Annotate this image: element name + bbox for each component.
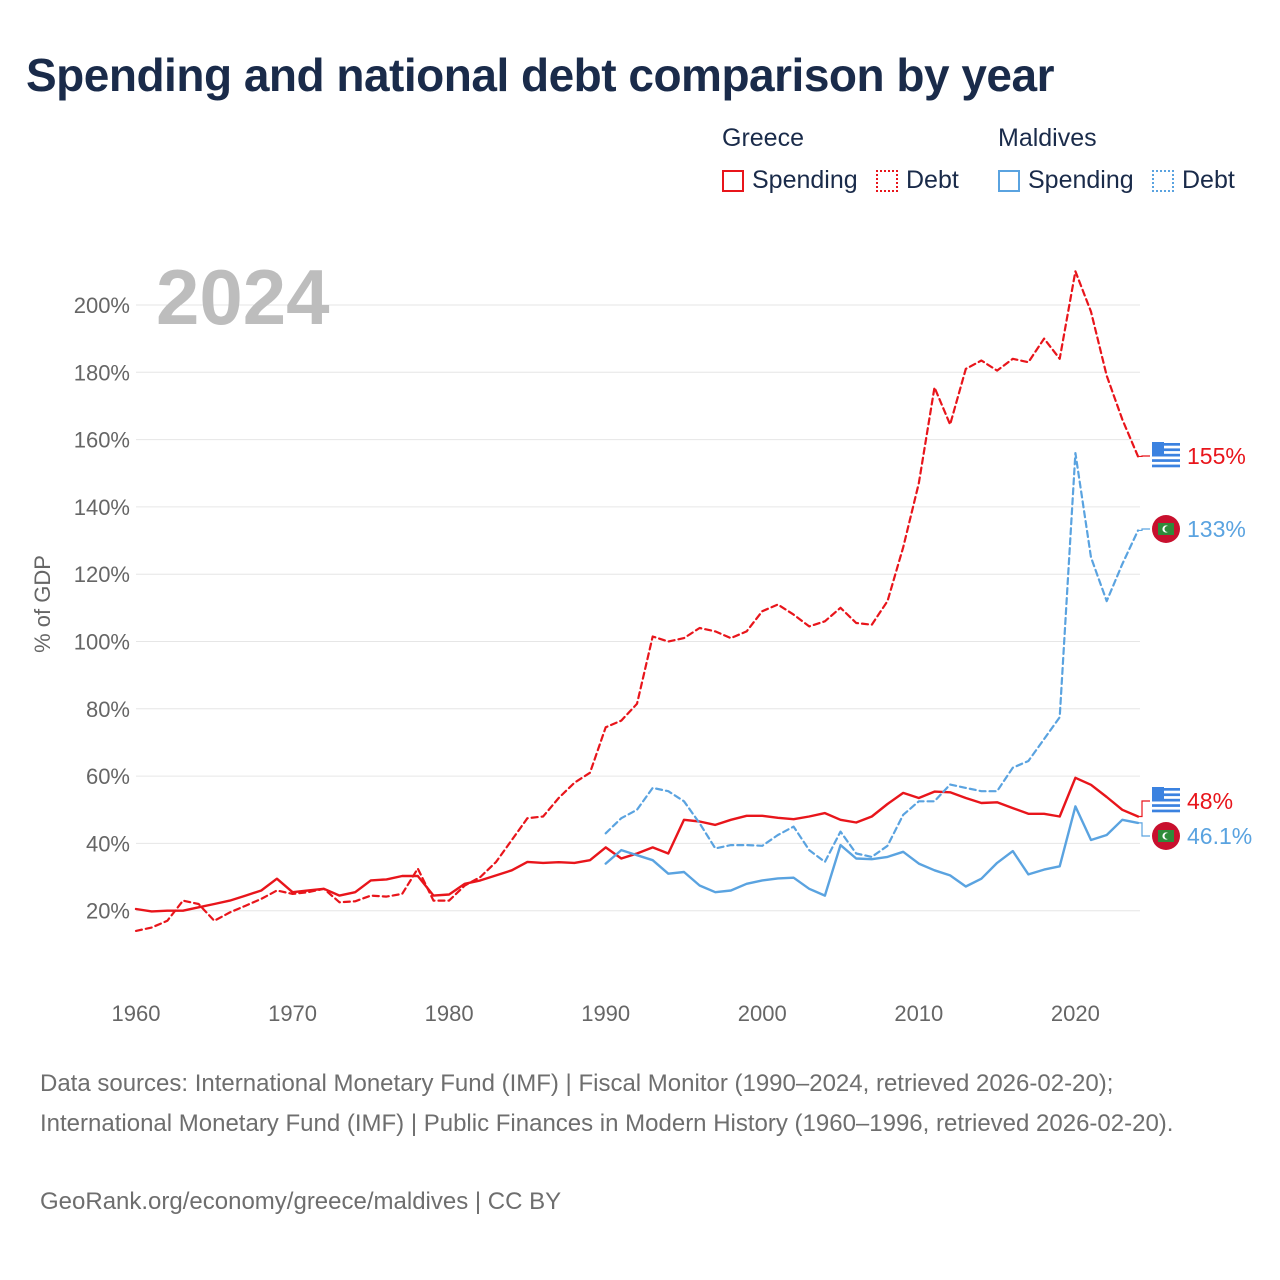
line-chart: 20% 40% 60% 80% 100% 120% 140% 160% 180% 200% 1960… (30, 253, 1252, 1026)
legend-swatch-solid (998, 169, 1020, 192)
legend-maldives-debt[interactable]: Debt (1152, 166, 1235, 195)
end-label-connector (1138, 822, 1150, 837)
legend-swatch-dotted (876, 169, 898, 192)
legend-label: Spending (1028, 166, 1134, 194)
y-tick-label: 60% (86, 764, 130, 789)
flag-canton (1152, 442, 1164, 454)
flag-canton (1152, 787, 1164, 799)
y-tick-label: 100% (74, 630, 130, 655)
flag-stripe (1152, 804, 1180, 807)
greece-debt-end-label: 155% (1187, 443, 1246, 469)
y-tick-label: 140% (74, 495, 130, 520)
legend-swatch-dotted (1152, 169, 1174, 192)
greece-spending-line (134, 776, 1140, 913)
end-label-connector (1138, 528, 1150, 532)
y-tick-label: 20% (86, 899, 130, 924)
year-watermark: 2024 (156, 253, 330, 341)
flag-stripe (1152, 453, 1180, 457)
flag-crescent-cut (1164, 526, 1171, 532)
x-tick-label: 2000 (738, 1001, 787, 1026)
flag-stripe (1152, 793, 1180, 797)
x-tick-label: 1960 (112, 1001, 161, 1026)
chart-title: Spending and national debt comparison by… (26, 49, 1055, 101)
legend-title-maldives: Maldives (998, 124, 1097, 152)
x-tick-label: 2020 (1051, 1001, 1100, 1026)
greece-spending-end-label: 48% (1187, 788, 1233, 814)
maldives-debt-line (604, 452, 1140, 863)
data-sources: Data sources: International Monetary Fun… (40, 1070, 1174, 1137)
x-tick-label: 2010 (894, 1001, 943, 1026)
flag-stripe (1152, 809, 1180, 813)
y-axis-label: % of GDP (30, 555, 55, 653)
y-tick-label: 80% (86, 697, 130, 722)
legend-title-greece: Greece (722, 124, 804, 152)
legend-label: Spending (752, 166, 858, 194)
legend-maldives-spending[interactable]: Spending (998, 166, 1134, 195)
credit-link[interactable]: GeoRank.org/economy/greece/maldives | CC… (40, 1188, 562, 1215)
greece-debt-line (134, 270, 1140, 932)
legend-greece-debt[interactable]: Debt (876, 166, 959, 195)
flag-stripe (1152, 798, 1180, 802)
legend-swatch-solid (722, 169, 744, 192)
legend-label: Debt (1182, 166, 1235, 194)
y-tick-label: 180% (74, 360, 130, 385)
flag-stripe (1152, 464, 1180, 468)
flag-stripe (1152, 788, 1180, 791)
flag-stripe (1152, 448, 1180, 452)
x-tick-label: 1980 (425, 1001, 474, 1026)
maldives-debt-end-label: 133% (1187, 516, 1246, 542)
y-tick-label: 120% (74, 562, 130, 587)
legend-greece-spending[interactable]: Spending (722, 166, 858, 195)
legend-label: Debt (906, 166, 959, 194)
x-tick-label: 1970 (268, 1001, 317, 1026)
flag-crescent-cut (1164, 833, 1171, 839)
maldives-spending-line (604, 805, 1140, 897)
flag-stripe (1152, 459, 1180, 462)
y-tick-label: 40% (86, 831, 130, 856)
y-tick-label: 160% (74, 428, 130, 453)
maldives-spending-end-label: 46.1% (1187, 823, 1252, 849)
end-label-connector (1138, 800, 1150, 818)
x-tick-label: 1990 (581, 1001, 630, 1026)
y-tick-label: 200% (74, 293, 130, 318)
flag-stripe (1152, 443, 1180, 446)
